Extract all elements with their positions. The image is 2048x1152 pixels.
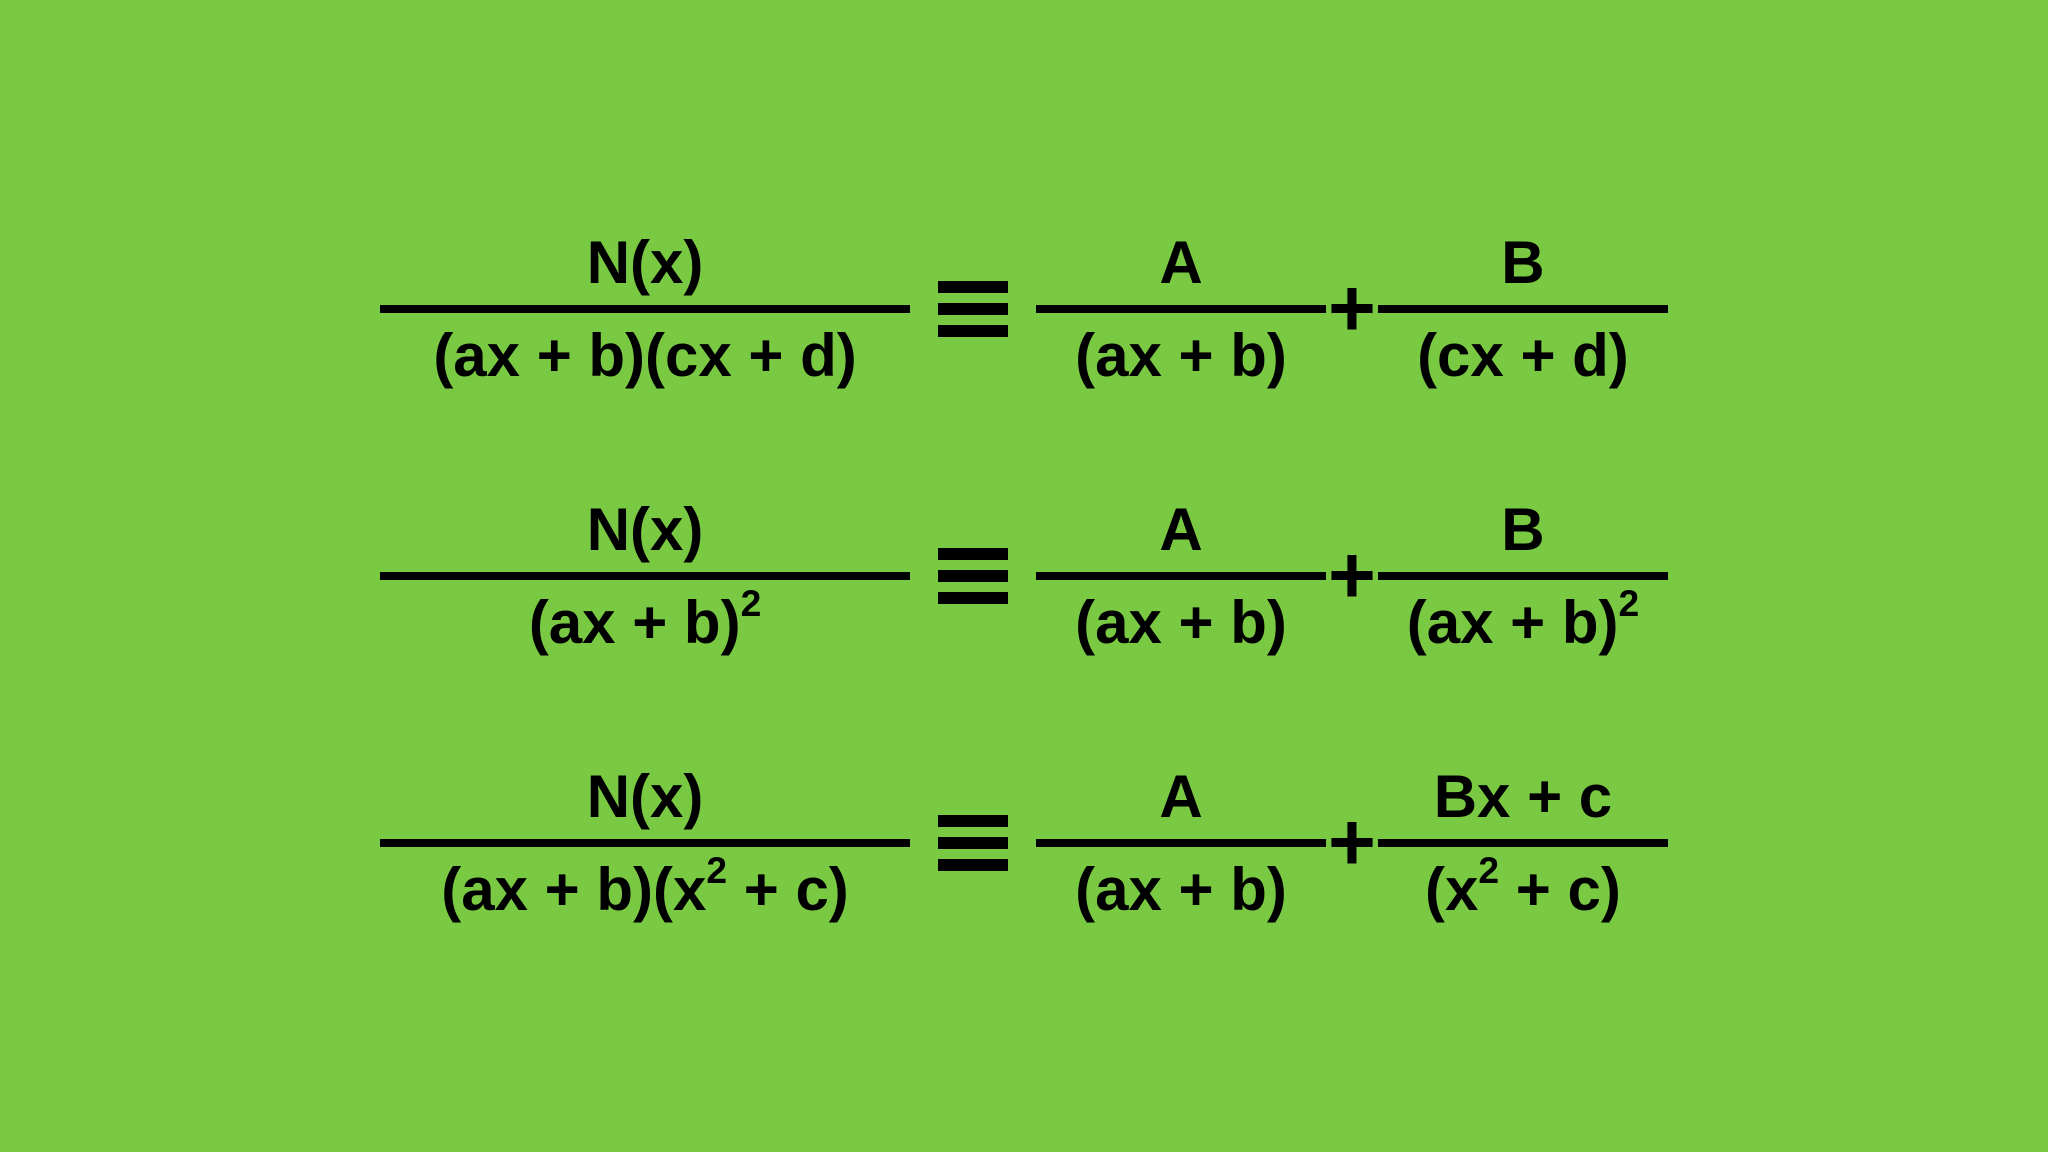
identity-icon xyxy=(938,281,1008,337)
fraction-bar xyxy=(380,305,910,313)
equation-row-1: N(x) (ax + b)(cx + d) A (ax + b) + B (cx… xyxy=(380,228,1668,390)
lhs-numerator-2: N(x) xyxy=(573,495,718,572)
lhs-numerator-1: N(x) xyxy=(573,228,718,305)
rhs-numerator-a-3: A xyxy=(1145,762,1216,839)
rhs-denominator-a-2: (ax + b) xyxy=(1061,580,1301,657)
fraction-bar xyxy=(1036,839,1326,847)
rhs-denominator-a-1: (ax + b) xyxy=(1061,313,1301,390)
rhs-denominator-b-2: (ax + b)2 xyxy=(1393,580,1653,657)
lhs-denominator-3: (ax + b)(x2 + c) xyxy=(427,847,863,924)
fraction-bar xyxy=(1378,839,1668,847)
lhs-numerator-3: N(x) xyxy=(573,762,718,839)
lhs-denominator-2: (ax + b)2 xyxy=(515,580,775,657)
rhs-fraction-b-3: Bx + c (x2 + c) xyxy=(1378,762,1668,924)
rhs-numerator-a-1: A xyxy=(1145,228,1216,305)
rhs-numerator-a-2: A xyxy=(1145,495,1216,572)
rhs-denominator-b-1: (cx + d) xyxy=(1403,313,1643,390)
rhs-denominator-b-3: (x2 + c) xyxy=(1411,847,1635,924)
plus-icon: + xyxy=(1328,802,1376,884)
fraction-bar xyxy=(1036,572,1326,580)
lhs-denominator-1: (ax + b)(cx + d) xyxy=(419,313,870,390)
rhs-fraction-b-2: B (ax + b)2 xyxy=(1378,495,1668,657)
identity-icon xyxy=(938,815,1008,871)
rhs-numerator-b-3: Bx + c xyxy=(1420,762,1626,839)
rhs-fraction-a-2: A (ax + b) xyxy=(1036,495,1326,657)
fraction-bar xyxy=(1378,305,1668,313)
plus-icon: + xyxy=(1328,535,1376,617)
rhs-denominator-a-3: (ax + b) xyxy=(1061,847,1301,924)
plus-icon: + xyxy=(1328,268,1376,350)
identity-icon xyxy=(938,548,1008,604)
equation-row-3: N(x) (ax + b)(x2 + c) A (ax + b) + Bx + … xyxy=(380,762,1668,924)
rhs-numerator-b-1: B xyxy=(1487,228,1558,305)
rhs-fraction-a-1: A (ax + b) xyxy=(1036,228,1326,390)
lhs-fraction-1: N(x) (ax + b)(cx + d) xyxy=(380,228,910,390)
lhs-fraction-3: N(x) (ax + b)(x2 + c) xyxy=(380,762,910,924)
equation-row-2: N(x) (ax + b)2 A (ax + b) + B (ax + b)2 xyxy=(380,495,1668,657)
rhs-fraction-a-3: A (ax + b) xyxy=(1036,762,1326,924)
fraction-bar xyxy=(1036,305,1326,313)
lhs-fraction-2: N(x) (ax + b)2 xyxy=(380,495,910,657)
fraction-bar xyxy=(1378,572,1668,580)
rhs-fraction-b-1: B (cx + d) xyxy=(1378,228,1668,390)
fraction-bar xyxy=(380,572,910,580)
fraction-bar xyxy=(380,839,910,847)
rhs-numerator-b-2: B xyxy=(1487,495,1558,572)
